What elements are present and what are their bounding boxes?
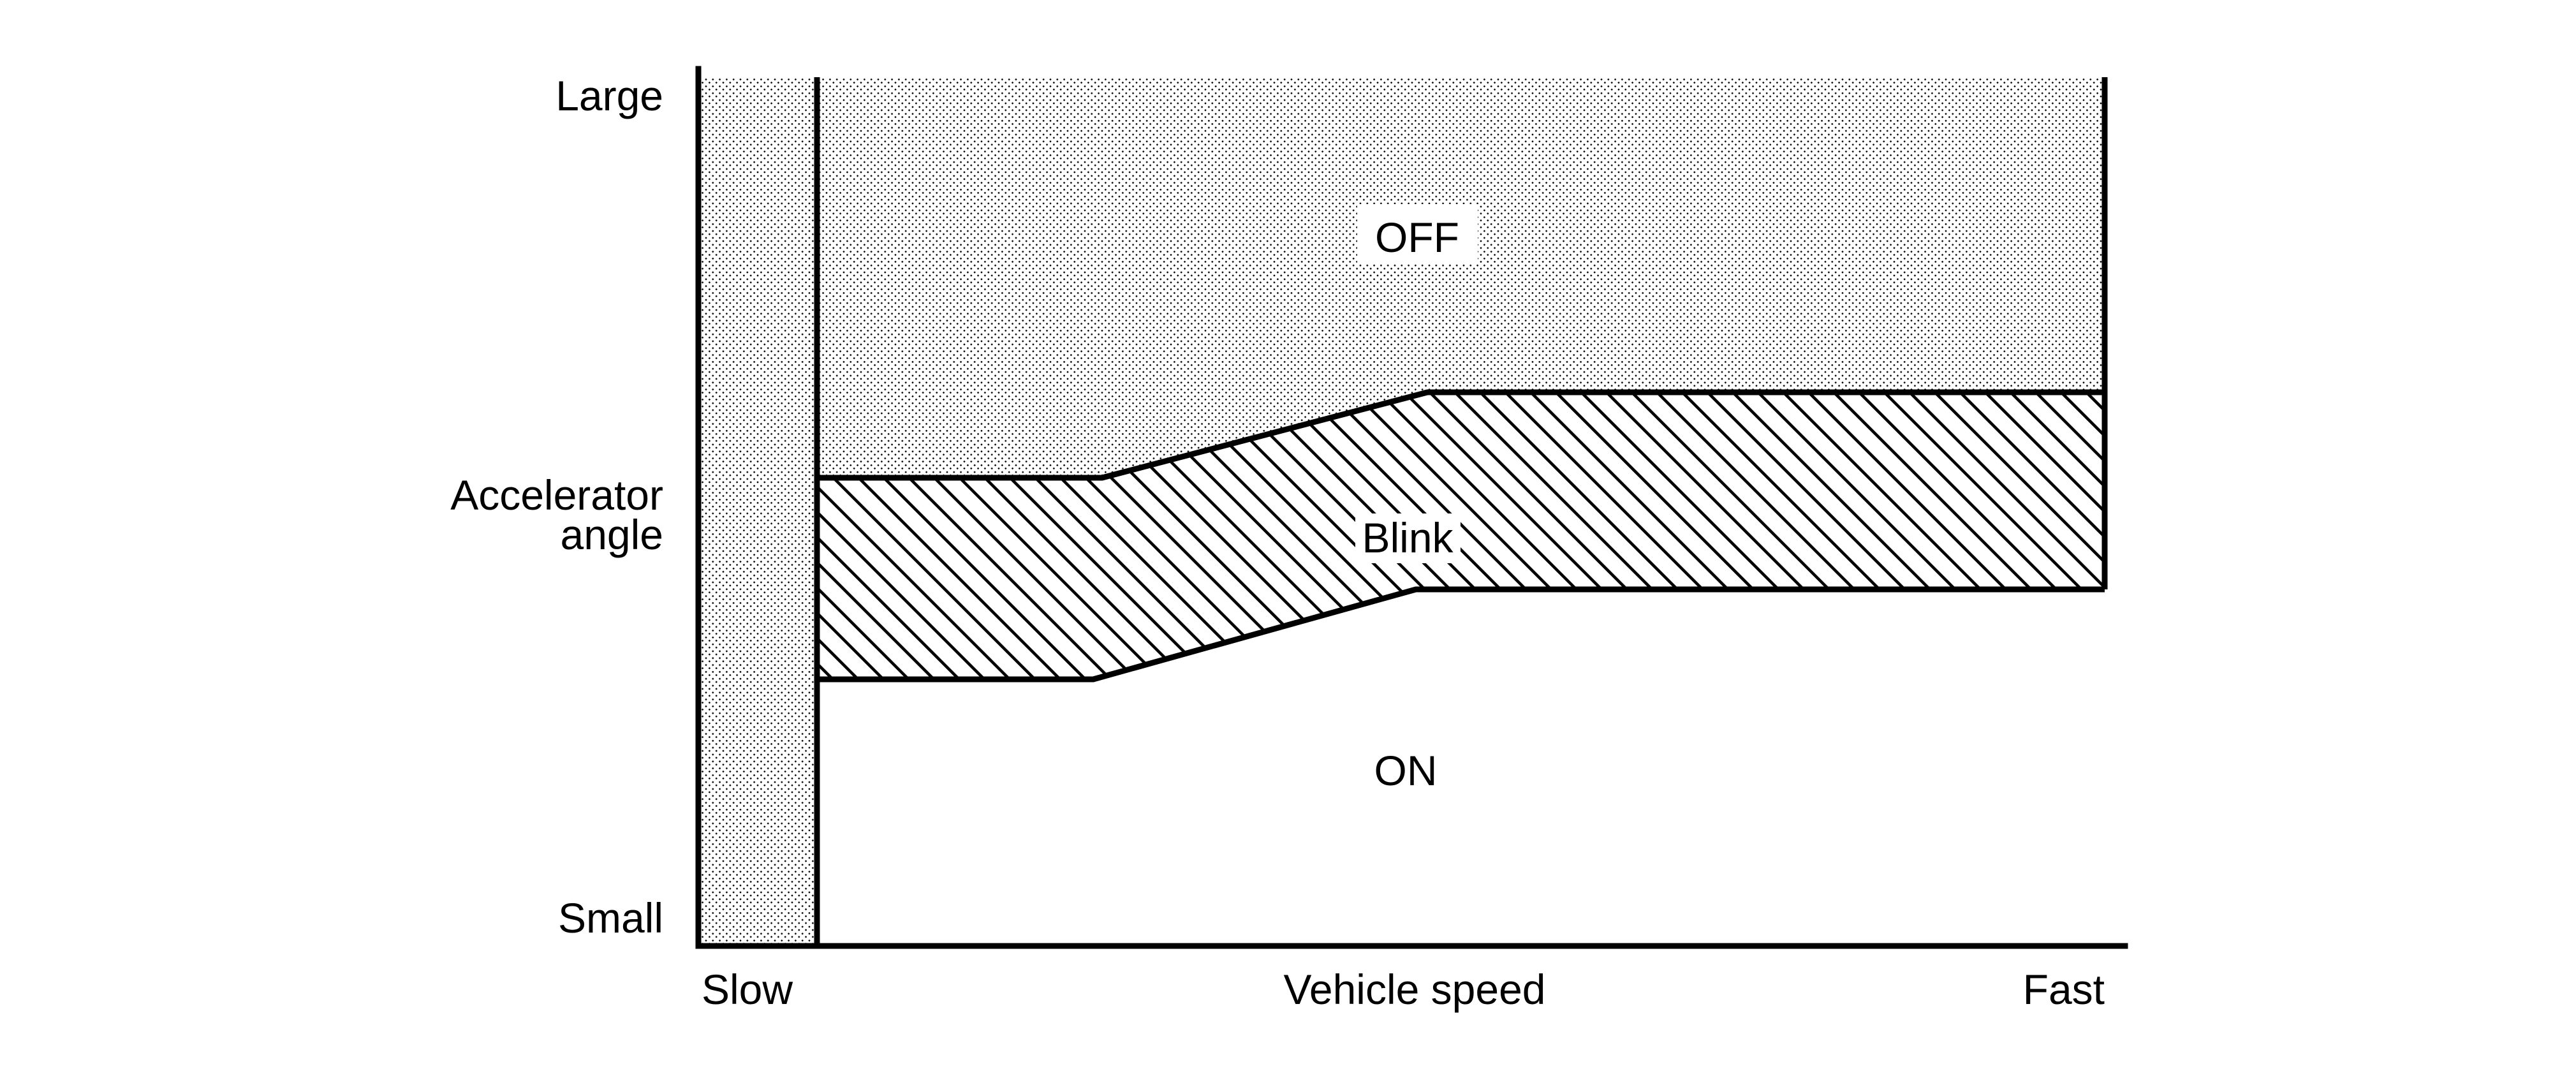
svg-text:angle: angle — [561, 511, 664, 558]
svg-text:Vehicle speed: Vehicle speed — [1284, 966, 1546, 1013]
svg-text:ON: ON — [1374, 747, 1438, 794]
svg-text:Small: Small — [558, 894, 663, 941]
svg-text:Slow: Slow — [702, 966, 793, 1013]
svg-text:Large: Large — [556, 72, 663, 119]
svg-text:Fast: Fast — [2023, 966, 2105, 1013]
svg-text:OFF: OFF — [1375, 214, 1459, 261]
svg-text:Blink: Blink — [1362, 514, 1454, 561]
